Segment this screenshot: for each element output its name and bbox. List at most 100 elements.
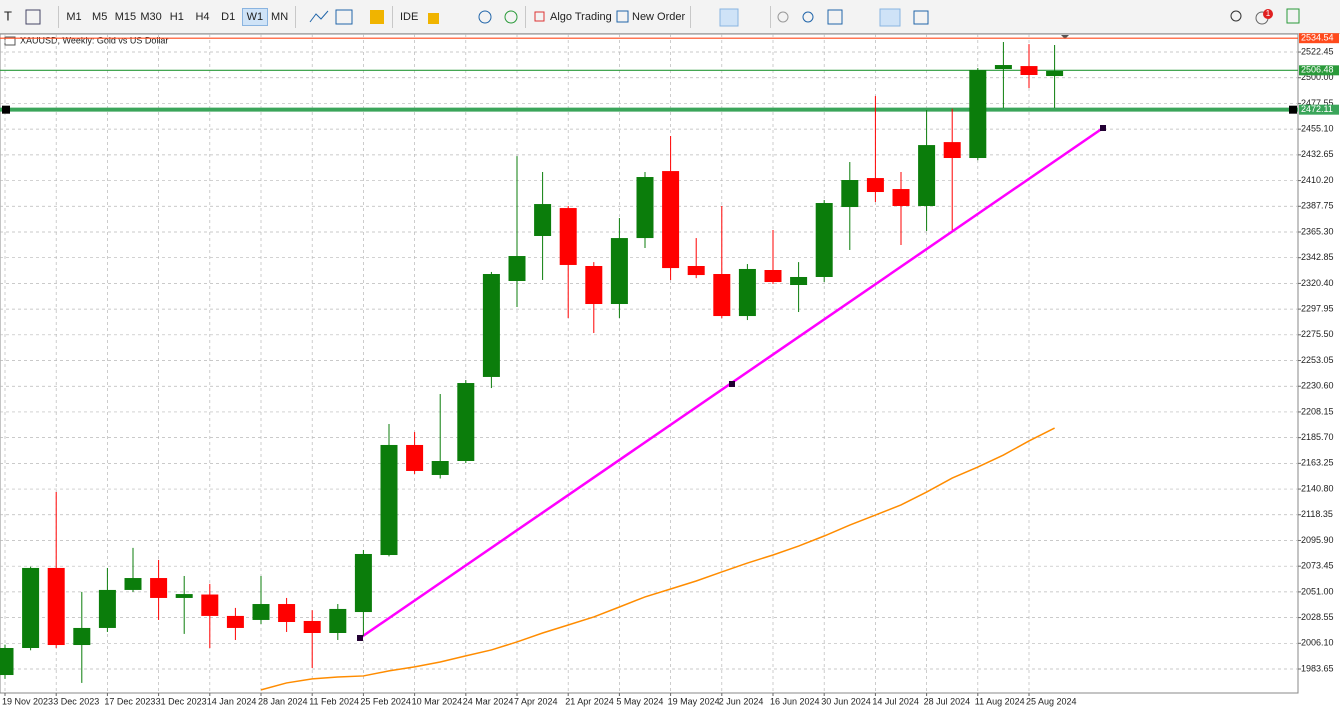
moving-average [260, 427, 1055, 691]
candle-body [278, 604, 296, 623]
text-tool[interactable]: T [4, 8, 12, 23]
level-handle [2, 105, 10, 114]
candle-body [610, 238, 628, 305]
candle-body [226, 615, 244, 628]
timeframe-button[interactable]: M15 [114, 11, 137, 23]
y-tick-label: 2455.10 [1301, 124, 1334, 134]
candle-body [994, 65, 1012, 70]
signal-button[interactable] [504, 10, 518, 24]
y-tick-label: 2163.25 [1301, 458, 1334, 468]
timeframe-button[interactable]: H4 [195, 11, 210, 23]
x-tick-label: 5 May 2024 [616, 696, 663, 706]
tile-button[interactable] [827, 9, 843, 25]
screenshot-button[interactable] [913, 10, 929, 25]
candle-body [943, 142, 961, 159]
new-order-button[interactable]: New Order [632, 11, 686, 23]
price-label: 2472.11 [1301, 104, 1333, 114]
candle-body [738, 268, 756, 317]
market-button[interactable] [370, 10, 384, 24]
separator [58, 6, 59, 28]
y-tick-label: 2073.45 [1301, 561, 1334, 571]
shapes-tool[interactable] [25, 9, 41, 25]
timeframe-button[interactable]: D1 [221, 11, 236, 23]
y-tick-label: 2297.95 [1301, 303, 1334, 313]
price-label: 2506.48 [1301, 65, 1334, 75]
candle-body [559, 208, 577, 265]
x-tick-label: 19 May 2024 [668, 696, 720, 706]
candle-body [866, 178, 884, 193]
candle-body [1020, 66, 1038, 75]
badge-count: 1 [1266, 9, 1271, 18]
x-tick-label: 11 Aug 2024 [975, 696, 1025, 706]
candle-body [431, 461, 449, 475]
shift-marker [1061, 35, 1069, 39]
y-tick-label: 2365.30 [1301, 226, 1334, 236]
algo-icon[interactable] [534, 11, 545, 22]
candle-body [687, 265, 705, 276]
candle-body [73, 627, 91, 646]
x-tick-label: 24 Mar 2024 [463, 696, 514, 706]
cloud-button[interactable] [478, 10, 492, 24]
candle-body [892, 189, 910, 206]
level-icon[interactable] [1286, 8, 1300, 24]
y-tick-label: 2522.45 [1301, 46, 1334, 56]
candles-button[interactable] [719, 8, 739, 27]
ide-button[interactable]: IDE [400, 11, 419, 23]
timeframe-button[interactable]: W1 [241, 8, 268, 26]
candle-body [201, 594, 219, 616]
x-tick-label: 28 Jan 2024 [258, 696, 308, 706]
y-tick-label: 2230.60 [1301, 381, 1334, 391]
y-tick-label: 2185.70 [1301, 432, 1334, 442]
toolbar: T 1 IDE Algo Trading New Order M1 M5 M15 M3… [0, 0, 1340, 34]
y-tick-label: 1983.65 [1301, 663, 1334, 673]
x-tick-label: 3 Dec 2023 [53, 696, 99, 706]
y-tick-label: 2477.55 [1301, 98, 1334, 108]
zoom-in[interactable] [777, 11, 789, 23]
price-label-box [1299, 33, 1339, 44]
candle-body [534, 204, 552, 236]
timeframe-button[interactable]: H1 [169, 11, 184, 23]
algo-trading-button[interactable]: Algo Trading [550, 11, 612, 23]
separator [525, 6, 526, 28]
candle-body [124, 578, 142, 590]
candle-body [969, 70, 987, 159]
candle-body [713, 274, 731, 317]
x-tick-label: 7 Apr 2024 [514, 696, 558, 706]
timeframe-button[interactable]: M30 [140, 11, 162, 23]
search-icon[interactable] [1230, 10, 1242, 22]
indicators-button[interactable] [309, 10, 329, 23]
candle-body [662, 171, 680, 269]
templates-button[interactable] [335, 9, 353, 25]
zoom-out[interactable] [802, 11, 814, 23]
x-tick-label: 21 Apr 2024 [565, 696, 614, 706]
x-tick-label: 14 Jul 2024 [872, 696, 919, 706]
timeframe-button[interactable]: MN [271, 11, 289, 23]
price-label-box [1299, 65, 1339, 76]
trendline-handle [357, 635, 363, 641]
x-tick-label: 16 Jun 2024 [770, 696, 820, 706]
y-tick-label: 2051.00 [1301, 586, 1334, 596]
y-tick-label: 2275.50 [1301, 329, 1334, 339]
x-tick-label: 17 Dec 2023 [104, 696, 155, 706]
autoscroll-button[interactable] [879, 8, 901, 27]
x-tick-label: 28 Jul 2024 [924, 696, 971, 706]
separator [295, 6, 296, 28]
candle-body [636, 177, 654, 239]
level-handle [1289, 105, 1297, 114]
candle-body [354, 553, 372, 613]
y-tick-label: 2253.05 [1301, 355, 1334, 365]
timeframe-button[interactable]: M5 [92, 11, 108, 23]
candle-body [815, 203, 833, 277]
order-icon[interactable] [616, 10, 629, 23]
timeframe-button[interactable]: M1 [66, 11, 82, 23]
y-tick-label: 2140.80 [1301, 483, 1334, 493]
y-tick-label: 2118.35 [1301, 509, 1333, 519]
candle-body [406, 444, 424, 471]
x-tick-label: 14 Jan 2024 [207, 696, 257, 706]
candle-body [482, 274, 500, 377]
x-tick-label: 31 Dec 2023 [156, 696, 207, 706]
y-tick-label: 2500.00 [1301, 72, 1334, 82]
lock-button[interactable] [428, 13, 439, 24]
candle-body [98, 589, 116, 628]
